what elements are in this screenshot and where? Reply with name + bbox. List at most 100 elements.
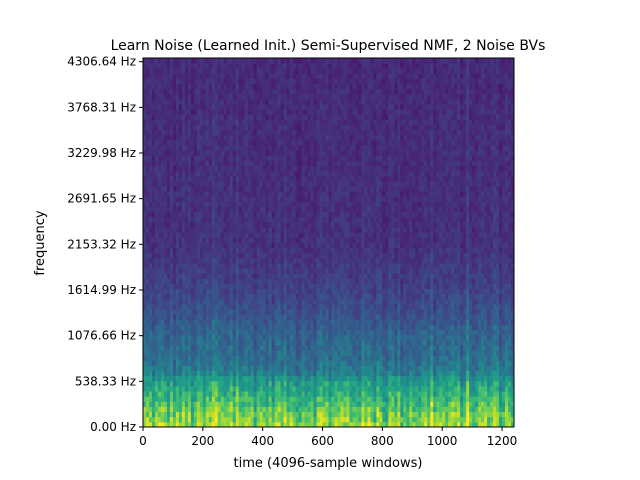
heatmap-cell bbox=[301, 375, 305, 382]
heatmap-cell bbox=[502, 273, 506, 279]
heatmap-cell bbox=[376, 257, 380, 264]
heatmap-cell bbox=[148, 416, 153, 423]
heatmap-cell bbox=[316, 278, 320, 284]
heatmap-cell bbox=[175, 298, 180, 305]
heatmap-cell bbox=[499, 252, 503, 259]
heatmap-cell bbox=[493, 222, 497, 228]
heatmap-cell bbox=[502, 411, 506, 418]
heatmap-cell bbox=[166, 370, 171, 377]
heatmap-cell bbox=[313, 375, 317, 382]
heatmap-cell bbox=[187, 293, 192, 300]
heatmap-cell bbox=[340, 319, 344, 325]
heatmap-cell bbox=[415, 268, 419, 274]
heatmap-cell bbox=[364, 421, 368, 427]
heatmap-cell bbox=[382, 416, 386, 423]
heatmap-cell bbox=[478, 329, 482, 336]
heatmap-cell bbox=[310, 227, 314, 233]
heatmap-cell bbox=[421, 406, 425, 413]
heatmap-cell bbox=[388, 339, 392, 346]
heatmap-cell bbox=[172, 339, 177, 346]
heatmap-cell bbox=[487, 355, 491, 361]
heatmap-cell bbox=[193, 365, 198, 372]
heatmap-cell bbox=[181, 232, 186, 238]
heatmap-cell bbox=[208, 227, 213, 233]
heatmap-cell bbox=[196, 304, 201, 310]
heatmap-cell bbox=[256, 309, 261, 315]
heatmap-cell bbox=[262, 421, 267, 427]
heatmap-cell bbox=[358, 339, 362, 346]
heatmap-cell bbox=[403, 324, 407, 331]
heatmap-cell bbox=[376, 237, 380, 243]
heatmap-cell bbox=[481, 360, 485, 366]
heatmap-cell bbox=[469, 324, 473, 331]
heatmap-cell bbox=[349, 365, 353, 372]
heatmap-cell bbox=[463, 252, 467, 259]
heatmap-cell bbox=[463, 345, 467, 351]
heatmap-cell bbox=[442, 421, 446, 427]
heatmap-cell bbox=[319, 247, 323, 254]
heatmap-cell bbox=[334, 319, 338, 325]
heatmap-cell bbox=[202, 411, 207, 418]
heatmap-cell bbox=[430, 391, 434, 397]
heatmap-cell bbox=[508, 242, 512, 249]
heatmap-cell bbox=[403, 345, 407, 351]
heatmap-cell bbox=[160, 293, 165, 300]
heatmap-cell bbox=[496, 355, 500, 361]
heatmap-cell bbox=[265, 314, 270, 320]
heatmap-cell bbox=[418, 273, 422, 279]
heatmap-cell bbox=[475, 386, 479, 392]
heatmap-cell bbox=[148, 411, 153, 418]
heatmap-cell bbox=[493, 242, 497, 249]
heatmap-cell bbox=[502, 421, 506, 427]
heatmap-cell bbox=[316, 288, 320, 295]
heatmap-cell bbox=[175, 350, 180, 356]
heatmap-cell bbox=[340, 355, 344, 361]
heatmap-cell bbox=[499, 298, 503, 305]
heatmap-cell bbox=[499, 268, 503, 274]
heatmap-cell bbox=[307, 365, 311, 372]
heatmap-cell bbox=[151, 263, 156, 269]
heatmap-cell bbox=[349, 263, 353, 269]
heatmap-cell bbox=[187, 350, 192, 356]
heatmap-cell bbox=[304, 288, 308, 295]
heatmap-cell bbox=[379, 334, 383, 341]
heatmap-cell bbox=[442, 391, 446, 397]
heatmap-cell bbox=[169, 411, 174, 418]
heatmap-cell bbox=[238, 288, 243, 295]
heatmap-cell bbox=[403, 237, 407, 243]
heatmap-cell bbox=[184, 339, 189, 346]
heatmap-cell bbox=[352, 370, 356, 377]
heatmap-cell bbox=[223, 416, 228, 423]
heatmap-cell bbox=[445, 421, 449, 427]
heatmap-cell bbox=[511, 350, 514, 356]
heatmap-cell bbox=[361, 401, 365, 407]
heatmap-cell bbox=[511, 375, 514, 382]
heatmap-cell bbox=[406, 232, 410, 238]
heatmap-cell bbox=[427, 350, 431, 356]
heatmap-cell bbox=[490, 345, 494, 351]
heatmap-cell bbox=[238, 252, 243, 259]
heatmap-cell bbox=[361, 396, 365, 402]
heatmap-cell bbox=[277, 416, 282, 423]
heatmap-cell bbox=[250, 263, 255, 269]
heatmap-cell bbox=[265, 242, 270, 249]
heatmap-cell bbox=[208, 375, 213, 382]
heatmap-cell bbox=[145, 247, 150, 254]
heatmap-cell bbox=[463, 380, 467, 387]
heatmap-cell bbox=[349, 237, 353, 243]
heatmap-cell bbox=[397, 391, 401, 397]
heatmap-cell bbox=[421, 319, 425, 325]
heatmap-cell bbox=[238, 283, 243, 290]
heatmap-cell bbox=[355, 298, 359, 305]
heatmap-cell bbox=[292, 396, 296, 402]
heatmap-cell bbox=[334, 232, 338, 238]
heatmap-cell bbox=[484, 339, 488, 346]
heatmap-cell bbox=[394, 252, 398, 259]
heatmap-cell bbox=[418, 396, 422, 402]
heatmap-cell bbox=[223, 288, 228, 295]
heatmap-cell bbox=[187, 237, 192, 243]
heatmap-cell bbox=[262, 247, 267, 254]
heatmap-cell bbox=[385, 252, 389, 259]
heatmap-cell bbox=[442, 263, 446, 269]
heatmap-cell bbox=[481, 232, 485, 238]
